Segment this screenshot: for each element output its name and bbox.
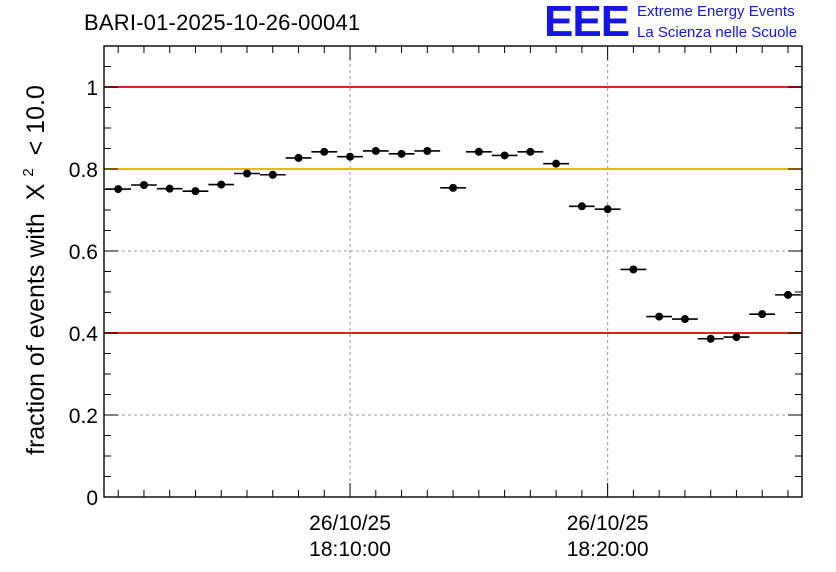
data-point	[500, 151, 509, 160]
x-tick-label-time: 18:10:00	[309, 538, 391, 561]
data-point	[217, 180, 226, 189]
x-tick-label-date: 26/10/25	[309, 512, 391, 535]
y-axis-title-text: fraction of events with	[22, 213, 50, 455]
y-tick-label: 0	[86, 487, 98, 510]
data-point	[423, 146, 432, 155]
axes	[103, 45, 803, 498]
data-point	[526, 147, 535, 156]
data-point	[139, 180, 148, 189]
data-point	[783, 290, 792, 299]
reference-lines	[104, 86, 802, 334]
y-axis-title-symbol: X	[22, 183, 50, 200]
data-point	[320, 147, 329, 156]
y-axis-title: fraction of events with X 2 < 10.0	[11, 85, 50, 455]
y-axis-title-tail: < 10.0	[22, 85, 50, 155]
plot-frame	[103, 45, 803, 498]
data-point	[629, 265, 638, 274]
data-point	[732, 333, 741, 342]
y-tick-label: 0.6	[69, 241, 98, 264]
chart-title: BARI-01-2025-10-26-00041	[84, 10, 361, 35]
data-point	[268, 170, 277, 179]
data-series	[105, 146, 802, 343]
x-tick-label-date: 26/10/25	[567, 512, 649, 535]
y-tick-label: 0.2	[69, 405, 98, 428]
data-point	[397, 149, 406, 158]
data-point	[655, 312, 664, 321]
data-point	[294, 153, 303, 162]
data-point	[371, 146, 380, 155]
data-point	[603, 205, 612, 214]
data-point	[191, 187, 200, 196]
eee-logo: EEE Extreme Energy Events La Scienza nel…	[544, 0, 834, 46]
y-tick-label: 0.8	[69, 159, 98, 182]
y-axis-title-superscript: 2	[20, 168, 37, 176]
y-tick-label: 1	[86, 77, 98, 100]
grid-lines	[104, 46, 802, 497]
logo-text-line2: La Scienza nelle Scuole	[637, 24, 798, 41]
x-tick-labels: 26/10/25 18:10:00 26/10/25 18:20:00	[309, 512, 648, 561]
data-point	[165, 184, 174, 193]
logo-text-line1: Extreme Energy Events	[637, 3, 795, 20]
logo-mark: EEE	[544, 0, 630, 46]
data-point	[114, 185, 123, 194]
data-point	[758, 310, 767, 319]
y-tick-label: 0.4	[69, 323, 99, 346]
data-point	[706, 334, 715, 343]
data-point	[346, 152, 355, 161]
x-tick-label-time: 18:20:00	[567, 538, 649, 561]
data-point	[449, 183, 458, 192]
data-point	[243, 169, 251, 178]
y-tick-labels: 0 0.2 0.4 0.6 0.8 1	[69, 77, 99, 510]
data-point	[680, 315, 689, 324]
data-point	[552, 159, 561, 168]
data-point	[577, 202, 586, 211]
data-point	[474, 147, 483, 156]
